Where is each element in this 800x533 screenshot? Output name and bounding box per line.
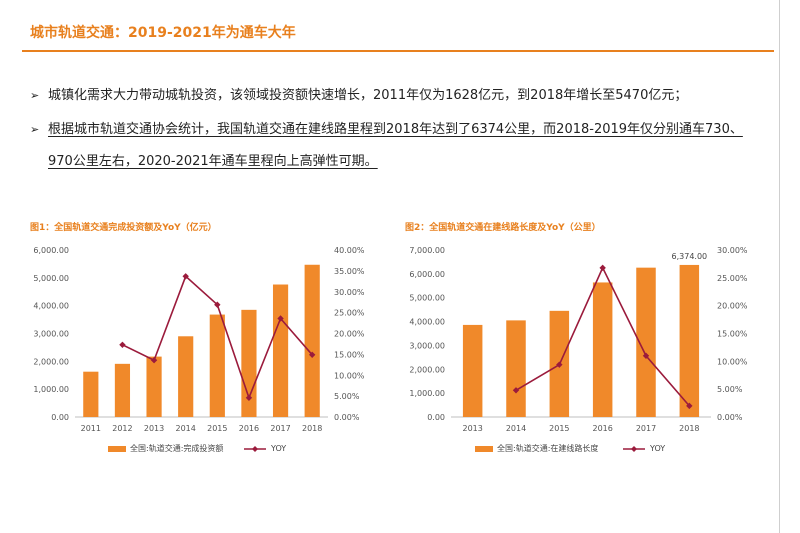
x-tick-label: 2014 <box>176 424 196 433</box>
bullet-text-underlined: 根据城市轨道交通协会统计，我国轨道交通在建线路里程到2018年达到了6374公里… <box>48 122 743 137</box>
y-left-tick-label: 5,000.00 <box>33 274 69 283</box>
x-tick-label: 2016 <box>239 424 259 433</box>
x-tick-label: 2011 <box>81 424 101 433</box>
y-right-tick-label: 10.00% <box>717 357 748 366</box>
legend-line-marker <box>252 446 258 452</box>
bar-2013 <box>146 356 162 417</box>
x-tick-label: 2015 <box>549 424 569 433</box>
bar-2018 <box>304 264 320 417</box>
y-left-tick-label: 7,000.00 <box>409 246 445 255</box>
y-right-tick-label: 20.00% <box>334 330 365 339</box>
x-tick-label: 2017 <box>270 424 290 433</box>
chart-2-title: 图2：全国轨道交通在建线路长度及YoY（公里） <box>405 223 601 233</box>
y-right-tick-label: 0.00% <box>717 413 743 422</box>
yoy-point-2016 <box>599 264 606 272</box>
bullet-text: 城镇化需求大力带动城轨投资，该领域投资额快速增长，2011年仅为1628亿元，到… <box>48 88 688 103</box>
yoy-point-2015 <box>214 301 221 308</box>
legend-bar-swatch <box>108 446 126 452</box>
yoy-point-2014 <box>182 273 189 280</box>
bullet-text: 根据城市轨道交通协会统计，我国轨道交通在建线路里程到2018年达到了6374公里… <box>48 118 775 142</box>
bar-2017 <box>636 267 656 417</box>
bullet-text: 970公里左右，2020-2021年通车里程向上高弹性可期。 <box>48 150 775 174</box>
y-left-tick-label: 0.00 <box>51 413 69 422</box>
y-left-tick-label: 4,000.00 <box>33 302 69 311</box>
legend-bar-label: 全国:轨道交通:在建线路长度 <box>497 443 598 453</box>
arrow-bullet-icon: ➢ <box>30 123 40 136</box>
bar-2017 <box>272 284 289 417</box>
y-left-tick-label: 5,000.00 <box>409 294 445 303</box>
yoy-point-2012 <box>119 341 126 348</box>
x-tick-label: 2012 <box>112 424 132 433</box>
chart-2-construction-length: 0.00 1,000.00 2,000.00 3,000.00 4,000.00 5,00… <box>409 246 748 453</box>
slide-right-border <box>779 0 780 533</box>
bar-2014 <box>178 336 194 417</box>
page-title: 城市轨道交通：2019-2021年为通车大年 <box>30 25 296 41</box>
bullet-text-underlined: 970公里左右，2020-2021年通车里程向上高弹性可期。 <box>48 154 378 169</box>
y-right-tick-label: 15.00% <box>334 350 365 359</box>
x-tick-label: 2018 <box>302 424 322 433</box>
chart-1-investment: 0.00 1,000.00 2,000.00 3,000.00 4,000.00 5,00… <box>33 246 365 453</box>
legend-line-label: YOY <box>270 444 286 453</box>
y-right-tick-label: 20.00% <box>717 302 748 311</box>
yoy-point-2018 <box>308 351 316 358</box>
data-label: 6,374.00 <box>672 252 708 261</box>
y-left-tick-label: 0.00 <box>427 413 445 422</box>
x-tick-label: 2017 <box>636 424 656 433</box>
x-tick-label: 2015 <box>207 424 227 433</box>
y-right-tick-label: 25.00% <box>334 309 365 318</box>
bar-2013 <box>462 324 483 417</box>
legend-line-label: YOY <box>649 444 665 453</box>
y-right-tick-label: 40.00% <box>334 246 365 255</box>
yoy-point-2017 <box>642 352 650 359</box>
x-tick-label: 2016 <box>592 424 612 433</box>
legend-bar-label: 全国:轨道交通:完成投资额 <box>130 443 223 453</box>
bar-2016 <box>592 282 613 417</box>
yoy-point-2013 <box>150 357 158 364</box>
y-left-tick-label: 1,000.00 <box>33 385 69 394</box>
yoy-point-2016 <box>245 394 253 401</box>
arrow-bullet-icon: ➢ <box>30 89 40 102</box>
x-tick-label: 2013 <box>462 424 482 433</box>
y-left-tick-label: 6,000.00 <box>409 270 445 279</box>
yoy-point-2017 <box>277 315 284 322</box>
legend-line-marker <box>631 446 637 452</box>
y-right-tick-label: 5.00% <box>334 392 360 401</box>
bullet-item-1: ➢ 城镇化需求大力带动城轨投资，该领域投资额快速增长，2011年仅为1628亿元… <box>30 84 775 108</box>
y-left-tick-label: 3,000.00 <box>33 330 69 339</box>
yoy-point-2014 <box>512 387 520 394</box>
x-tick-label: 2013 <box>144 424 164 433</box>
y-left-tick-label: 2,000.00 <box>409 365 445 374</box>
chart-1-title: 图1：全国轨道交通完成投资额及YoY（亿元） <box>30 223 217 233</box>
y-right-tick-label: 30.00% <box>334 288 365 297</box>
y-left-tick-label: 1,000.00 <box>409 389 445 398</box>
x-tick-label: 2018 <box>679 424 699 433</box>
y-left-tick-label: 2,000.00 <box>33 357 69 366</box>
bullet-item-2: ➢ 根据城市轨道交通协会统计，我国轨道交通在建线路里程到2018年达到了6374… <box>30 118 775 174</box>
legend-bar-swatch <box>475 446 493 452</box>
bar-2014 <box>506 320 526 417</box>
y-right-tick-label: 10.00% <box>334 371 365 380</box>
y-left-tick-label: 3,000.00 <box>409 341 445 350</box>
bar-2015 <box>209 314 225 417</box>
y-left-tick-label: 6,000.00 <box>33 246 69 255</box>
x-tick-label: 2014 <box>506 424 526 433</box>
y-right-tick-label: 30.00% <box>717 246 748 255</box>
bar-2018 <box>679 264 700 417</box>
y-right-tick-label: 15.00% <box>717 330 748 339</box>
y-right-tick-label: 5.00% <box>717 385 743 394</box>
y-right-tick-label: 0.00% <box>334 413 360 422</box>
title-divider <box>22 50 774 52</box>
y-right-tick-label: 35.00% <box>334 267 365 276</box>
y-left-tick-label: 4,000.00 <box>409 318 445 327</box>
y-right-tick-label: 25.00% <box>717 274 748 283</box>
bar-2012 <box>114 363 131 417</box>
bullet-list: ➢ 城镇化需求大力带动城轨投资，该领域投资额快速增长，2011年仅为1628亿元… <box>30 84 775 176</box>
bar-2011 <box>83 371 99 417</box>
